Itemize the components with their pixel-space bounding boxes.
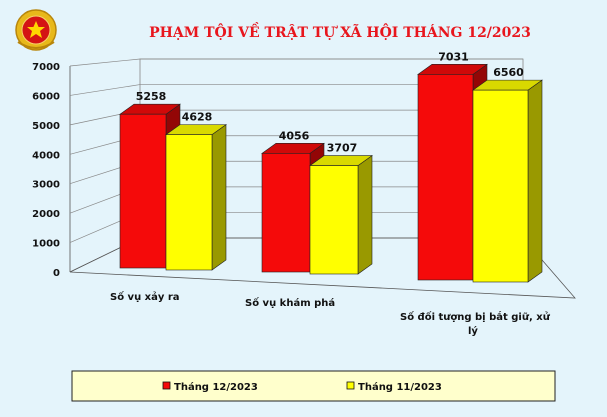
y-tick-label: 7000 — [32, 62, 60, 73]
bar — [165, 134, 213, 271]
y-tick-label: 3000 — [32, 180, 60, 191]
legend-box — [71, 370, 556, 402]
chart-labels: 0 1000 2000 3000 4000 5000 6000 7000 5258 4628 Số … — [32, 50, 551, 337]
legend-swatch-dec — [162, 381, 171, 390]
bar — [472, 89, 529, 283]
data-label: 7031 — [438, 50, 469, 63]
y-tick-label: 1000 — [32, 239, 60, 250]
y-tick-label: 2000 — [32, 209, 60, 220]
bar — [261, 153, 311, 273]
y-tick-label: 6000 — [32, 91, 60, 102]
gridline-side — [69, 58, 141, 67]
y-tick-label: 4000 — [32, 150, 60, 161]
legend-label-dec: Tháng 12/2023 — [174, 381, 258, 393]
legend-swatch-nov — [346, 381, 355, 390]
bar-side — [211, 124, 227, 271]
bar-side — [527, 79, 543, 283]
y-tick-label: 5000 — [32, 121, 60, 132]
data-label: 4628 — [182, 111, 213, 124]
data-label: 4056 — [279, 129, 310, 142]
x-tick-label: Số vụ xảy ra — [110, 290, 180, 303]
gridline-side — [69, 84, 141, 96]
data-label: 6560 — [493, 66, 524, 79]
data-label: 5258 — [136, 90, 167, 103]
bar-side — [357, 154, 373, 275]
data-label: 3707 — [327, 142, 358, 155]
police-emblem-icon — [15, 9, 57, 51]
legend: Tháng 12/2023 Tháng 11/2023 — [71, 370, 556, 402]
y-tick-label: 0 — [53, 268, 60, 279]
legend-label-nov: Tháng 11/2023 — [358, 381, 442, 393]
chart-title: PHẠM TỘI VỀ TRẬT TỰ XÃ HỘI THÁNG 12/2023 — [149, 21, 531, 41]
bar — [119, 113, 167, 269]
bar — [417, 74, 474, 281]
x-tick-label: Số đối tượng bị bắt giữ, xử — [400, 310, 551, 323]
bar — [309, 165, 359, 275]
x-tick-label: Số vụ khám phá — [245, 296, 335, 309]
chart-bars — [119, 63, 543, 283]
x-tick-label: lý — [468, 325, 478, 337]
